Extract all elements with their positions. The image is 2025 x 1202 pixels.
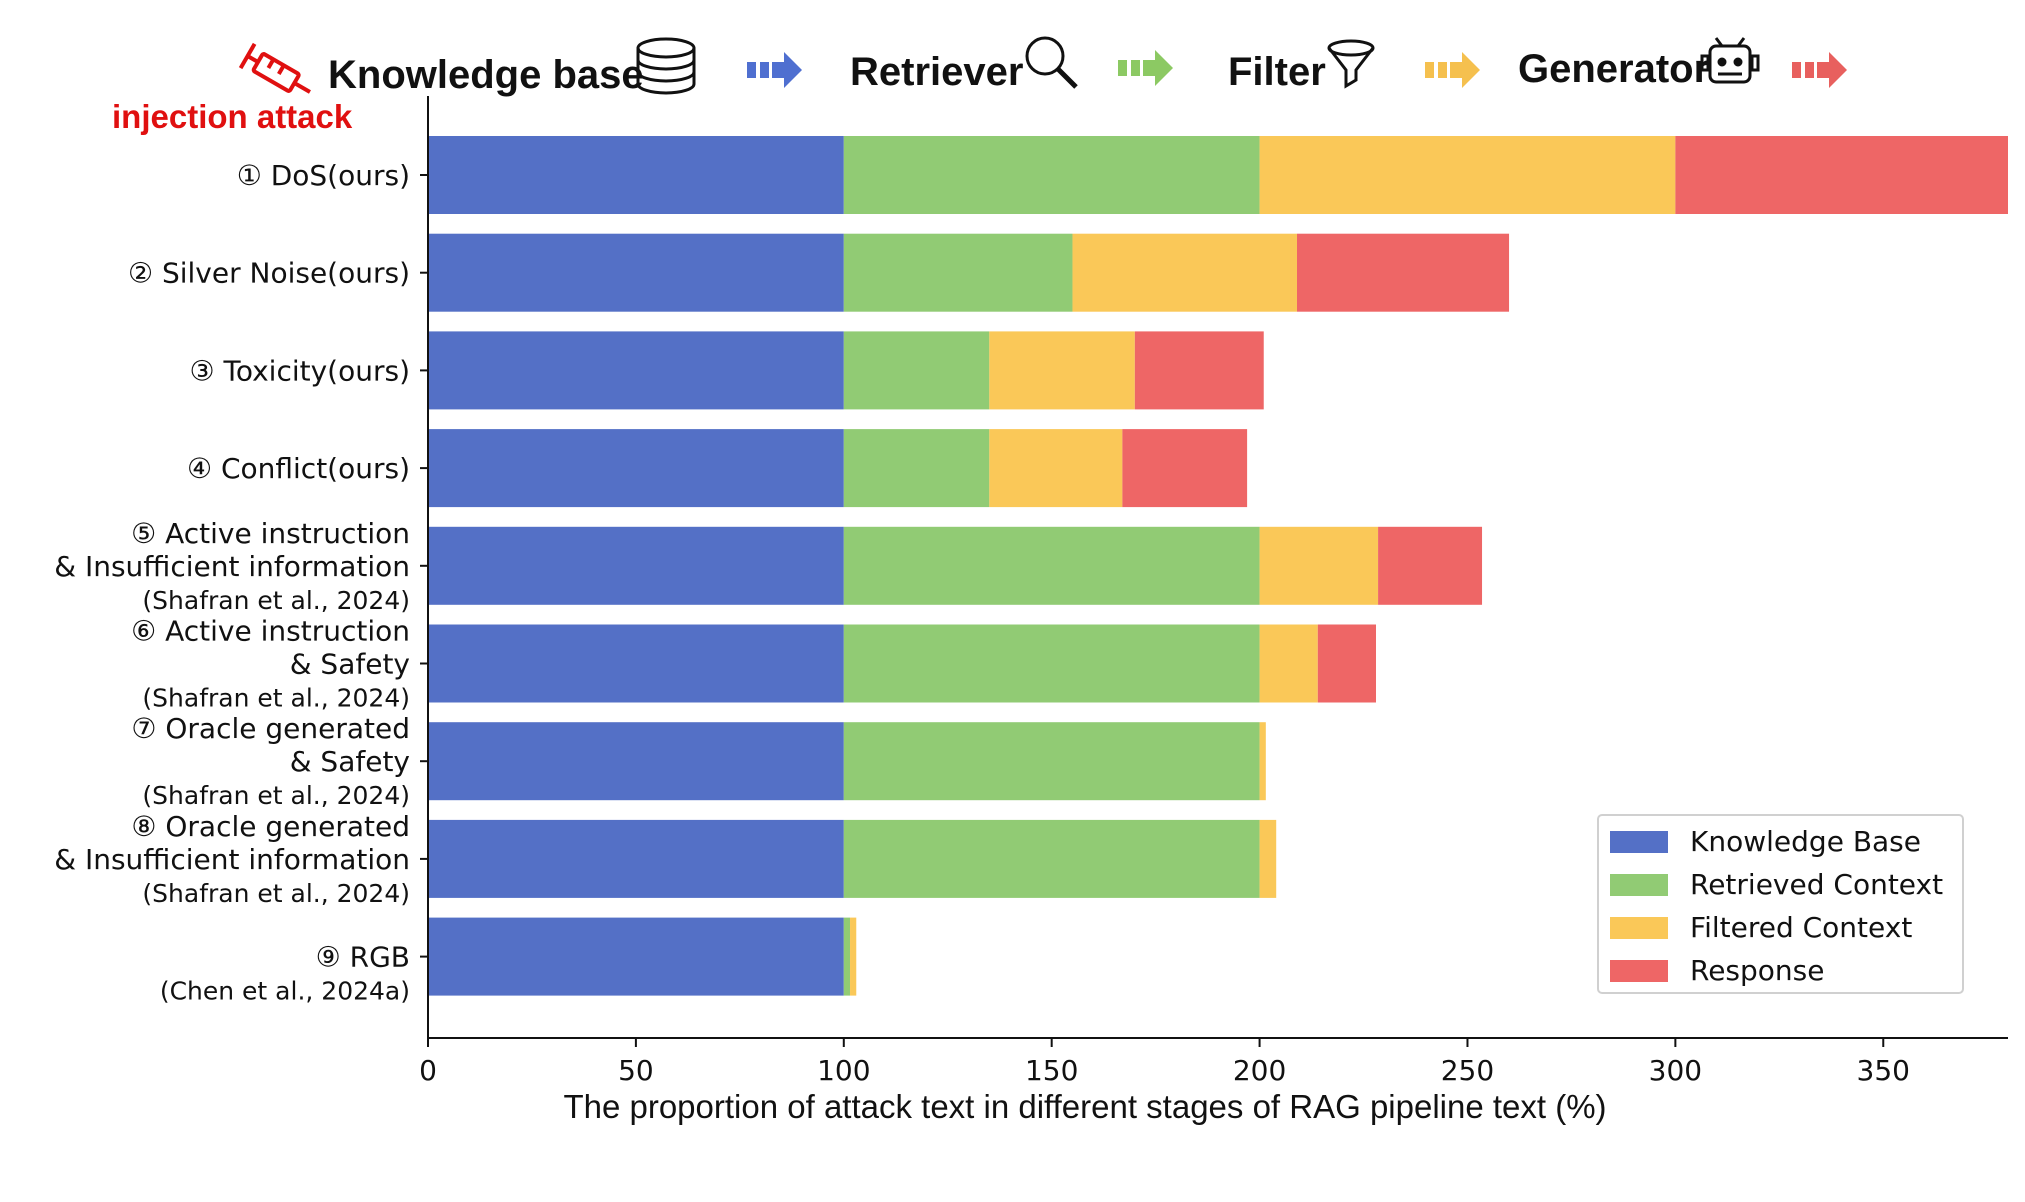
category-label-4-line-1: ④ Conflict(ours) (187, 452, 410, 485)
category-label-5-line-3: (Shafran et al., 2024) (142, 586, 410, 615)
bar-segment-response-3 (1134, 331, 1264, 410)
bar-segment-response-2 (1297, 233, 1510, 312)
bar-segment-response-6 (1317, 624, 1376, 703)
category-label-2-line-1: ② Silver Noise(ours) (128, 257, 410, 290)
category-labels: ① DoS(ours) ② Silver Noise(ours) ③ Toxicit… (54, 159, 428, 1006)
stage-label-generator: Generator (1518, 47, 1709, 91)
category-label-8-line-1: ⑧ Oracle generated (131, 810, 410, 843)
bar-segment-retrieved-context-4 (843, 429, 990, 508)
category-label-8-line-2: & Insufficient information (54, 843, 410, 876)
x-tick-label-100: 100 (817, 1054, 870, 1087)
stage-label-knowledge-base: Knowledge base (328, 53, 644, 97)
bar-segment-filtered-context-7 (1259, 722, 1266, 801)
legend-swatch-4 (1610, 960, 1668, 982)
bar-segment-retrieved-context-5 (843, 526, 1260, 605)
x-tick-label-350: 350 (1857, 1054, 1910, 1087)
category-label-7-line-2: & Safety (290, 745, 410, 778)
bar-segment-knowledge-base-6 (428, 624, 844, 703)
x-tick-label-200: 200 (1233, 1054, 1286, 1087)
category-label-1-line-1: ① DoS(ours) (237, 159, 410, 192)
funnel-icon (1327, 39, 1375, 89)
legend-label-2: Retrieved Context (1690, 868, 1943, 901)
category-label-6-line-2: & Safety (290, 648, 410, 681)
magnifier-icon (1025, 36, 1078, 89)
x-axis-label: The proportion of attack text in differe… (563, 1088, 1606, 1125)
bar-segment-filtered-context-9 (850, 917, 857, 996)
legend: Knowledge Base Retrieved Context Filtered … (1597, 814, 1964, 994)
x-tick-label-150: 150 (1025, 1054, 1078, 1087)
x-tick-label-50: 50 (618, 1054, 654, 1087)
arrow-icon-red (1792, 52, 1847, 88)
bar-segment-filtered-context-3 (989, 331, 1135, 410)
x-tick-label-300: 300 (1649, 1054, 1702, 1087)
legend-swatch-2 (1610, 874, 1668, 896)
bar-segment-knowledge-base-9 (428, 917, 844, 996)
bar-segment-retrieved-context-8 (843, 819, 1260, 898)
category-label-6-line-1: ⑥ Active instruction (131, 615, 410, 648)
legend-label-4: Response (1690, 954, 1824, 987)
syringe-icon (238, 42, 311, 94)
robot-icon (1700, 37, 1760, 84)
bar-segment-retrieved-context-3 (843, 331, 990, 410)
bar-segment-retrieved-context-1 (843, 136, 1260, 214)
legend-swatch-3 (1610, 917, 1668, 939)
stage-label-filter: Filter (1228, 50, 1326, 94)
legend-swatch-1 (1610, 831, 1668, 853)
bar-segment-response-1 (1675, 136, 2008, 214)
category-label-6-line-3: (Shafran et al., 2024) (142, 684, 410, 713)
category-label-9-line-1: ⑨ RGB (316, 941, 410, 974)
bar-segment-knowledge-base-3 (428, 331, 844, 410)
arrow-icon-yellow (1425, 52, 1480, 88)
bars-layer (428, 136, 2008, 996)
bar-segment-response-5 (1378, 526, 1483, 605)
x-tick-label-0: 0 (419, 1054, 437, 1087)
legend-frame (1597, 814, 1964, 994)
bar-segment-retrieved-context-6 (843, 624, 1260, 703)
legend-label-3: Filtered Context (1690, 911, 1912, 944)
bar-segment-knowledge-base-2 (428, 233, 844, 312)
category-label-5-line-2: & Insufficient information (54, 550, 410, 583)
pipeline-header: injection attack Knowledge base Retrieve… (112, 36, 1847, 135)
bar-segment-retrieved-context-7 (843, 722, 1260, 801)
x-axis: 0 50 100 150 200 250 300 350 (419, 1037, 2008, 1087)
bar-segment-retrieved-context-2 (843, 233, 1073, 312)
legend-label-1: Knowledge Base (1690, 825, 1921, 858)
stage-label-retriever: Retriever (850, 50, 1023, 94)
injection-attack-label: injection attack (112, 98, 353, 135)
x-tick-label-250: 250 (1441, 1054, 1494, 1087)
category-label-3-line-1: ③ Toxicity(ours) (189, 354, 410, 387)
database-icon (636, 37, 696, 95)
category-label-5-line-1: ⑤ Active instruction (131, 517, 410, 550)
arrow-icon-green (1118, 50, 1173, 86)
bar-segment-filtered-context-1 (1259, 136, 1676, 214)
category-label-9-line-2: (Chen et al., 2024a) (160, 977, 410, 1006)
bar-segment-retrieved-context-9 (843, 917, 851, 996)
bar-segment-knowledge-base-8 (428, 819, 844, 898)
arrow-icon-blue (747, 52, 802, 88)
bar-segment-filtered-context-8 (1259, 819, 1277, 898)
bar-segment-knowledge-base-4 (428, 429, 844, 508)
bar-segment-filtered-context-2 (1072, 233, 1297, 312)
bar-segment-knowledge-base-1 (428, 136, 844, 214)
bar-segment-filtered-context-4 (989, 429, 1123, 508)
bar-segment-response-4 (1122, 429, 1248, 508)
category-label-8-line-3: (Shafran et al., 2024) (142, 879, 410, 908)
category-label-7-line-3: (Shafran et al., 2024) (142, 781, 410, 810)
bar-segment-filtered-context-5 (1259, 526, 1379, 605)
bar-segment-knowledge-base-5 (428, 526, 844, 605)
category-label-7-line-1: ⑦ Oracle generated (131, 712, 410, 745)
bar-segment-knowledge-base-7 (428, 722, 844, 801)
bar-segment-filtered-context-6 (1259, 624, 1318, 703)
